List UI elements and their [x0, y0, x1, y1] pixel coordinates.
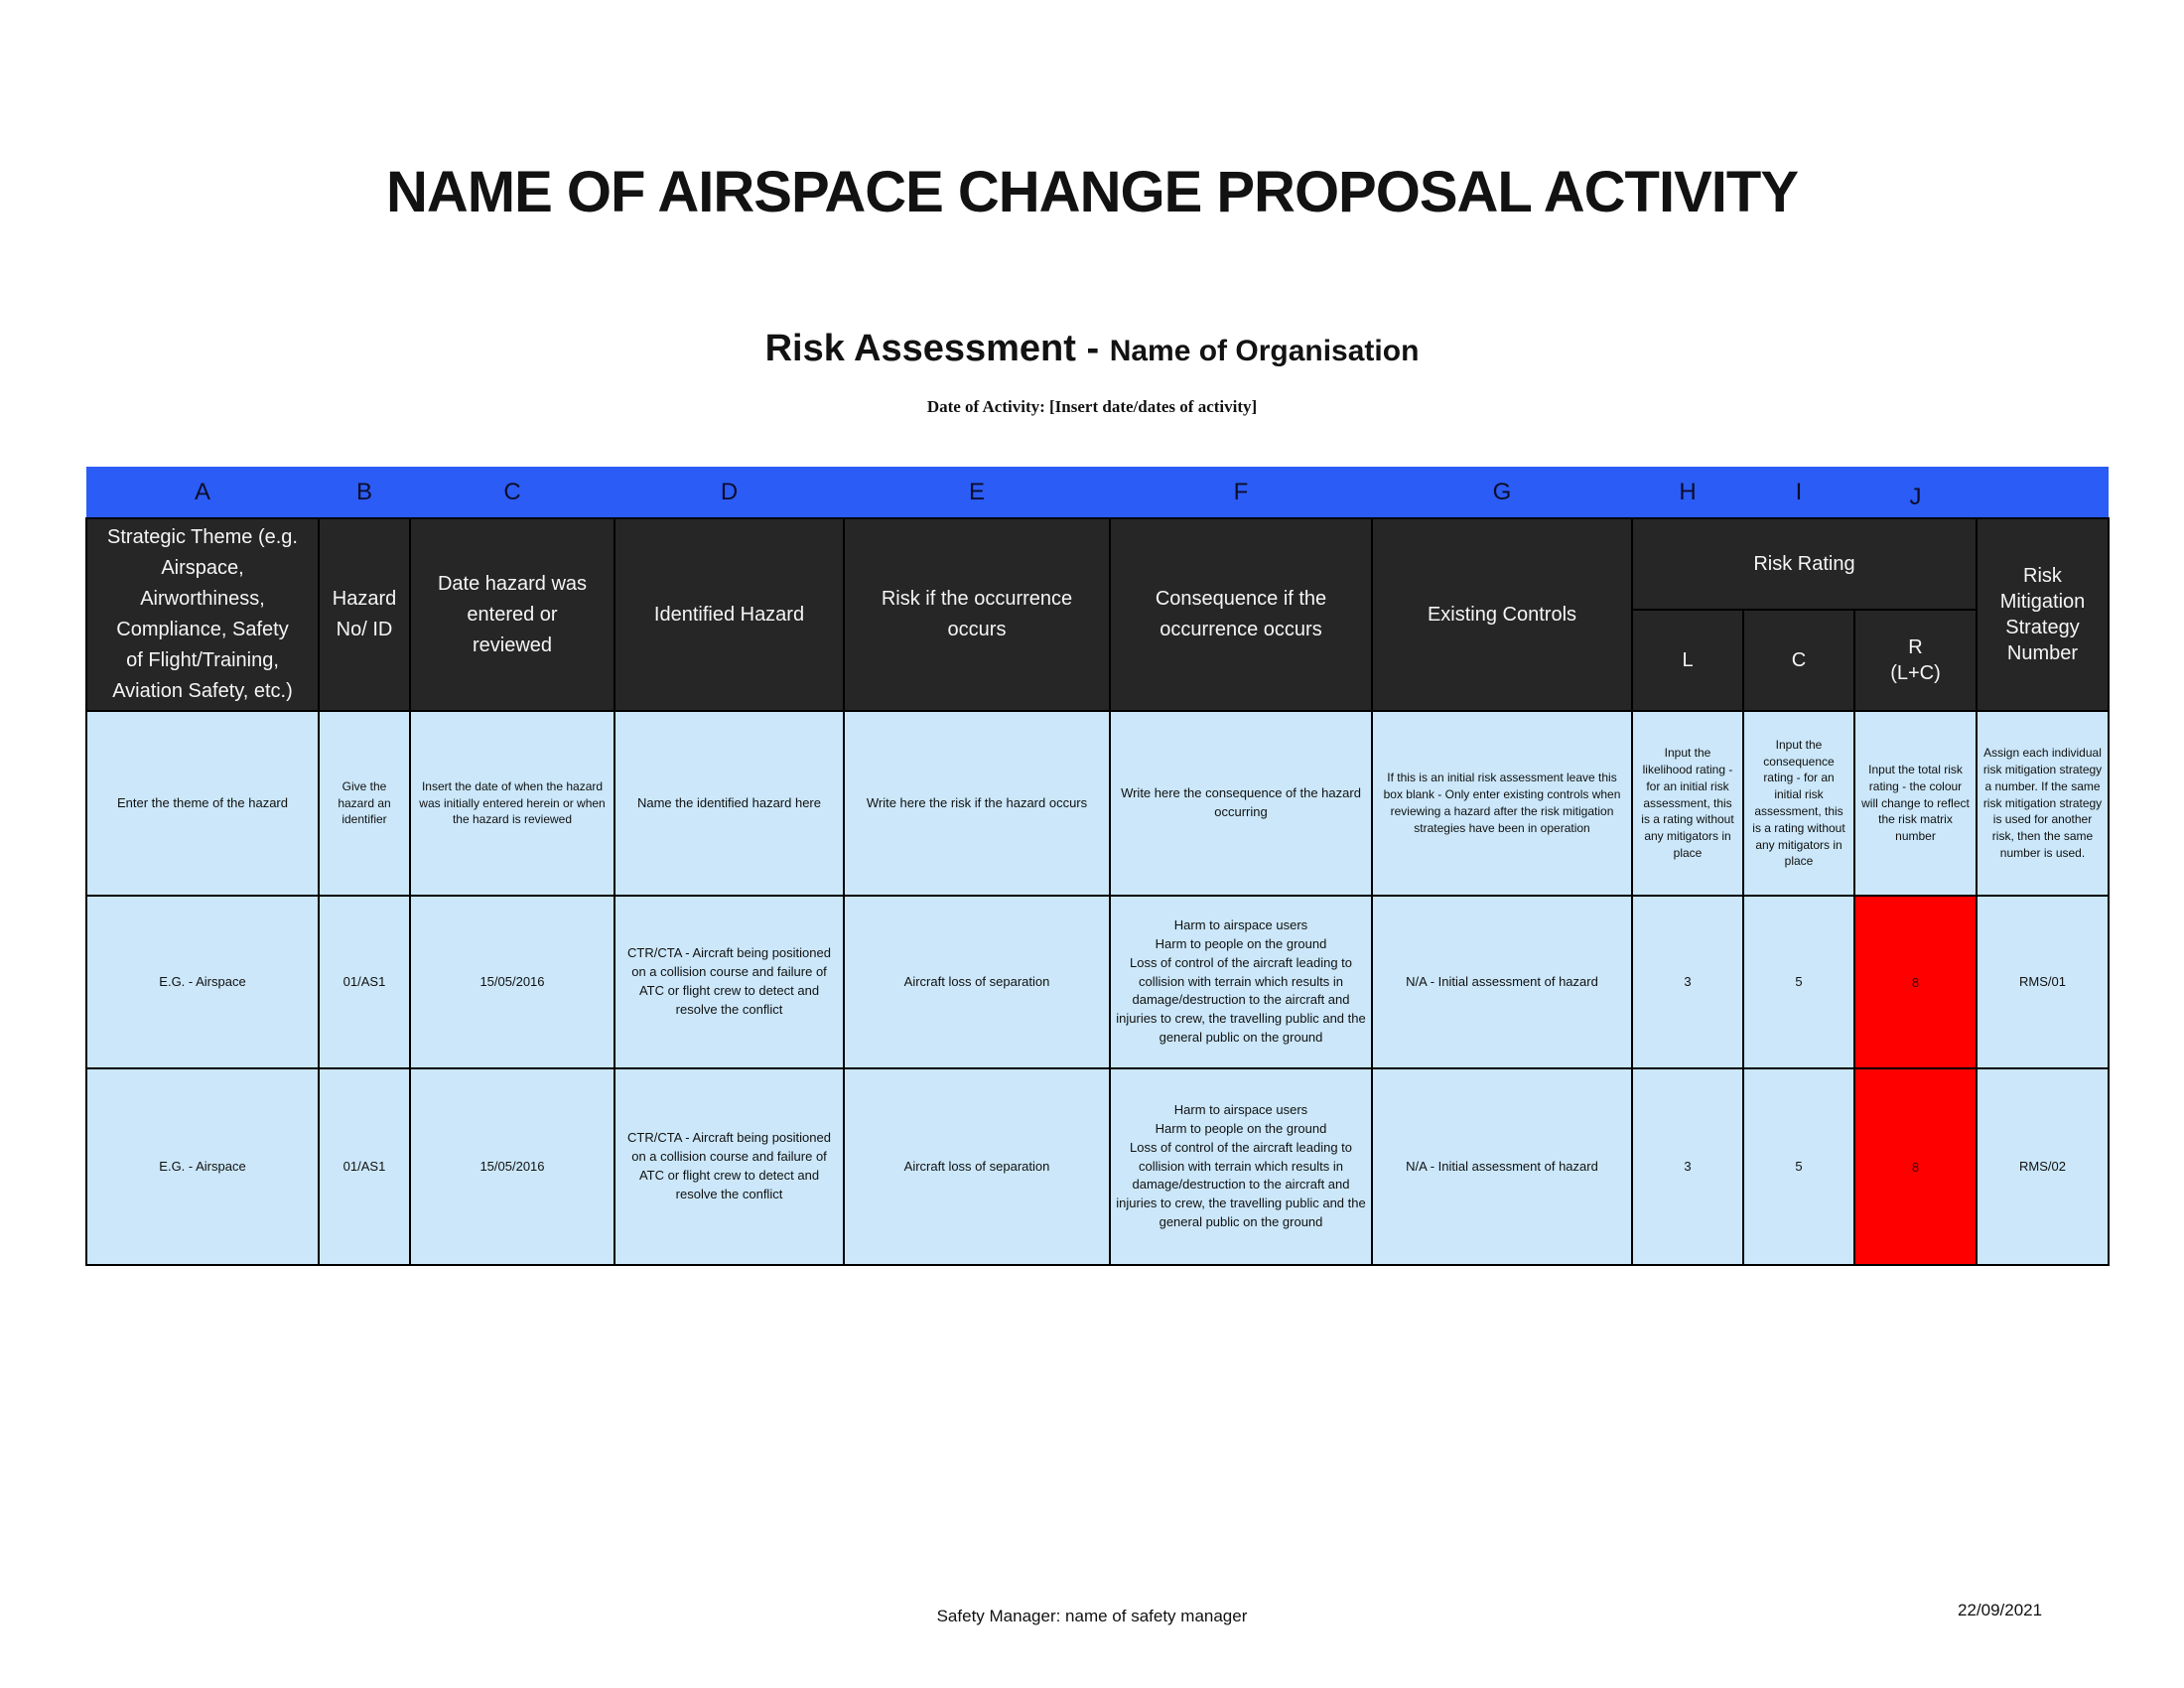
header-hazard-no: Hazard No/ ID: [318, 517, 411, 712]
row1-identified-hazard: CTR/CTA - Aircraft being positioned on a…: [614, 895, 845, 1069]
row2-theme: E.G. - Airspace: [85, 1067, 320, 1266]
column-letter-row: A B C D E F G H I J: [86, 467, 2109, 518]
row2-consequence-occurrence: Harm to airspace users Harm to people on…: [1109, 1067, 1373, 1266]
header-likelihood: L: [1631, 609, 1744, 712]
table-row: E.G. - Airspace 01/AS1 15/05/2016 CTR/CT…: [85, 895, 2110, 1069]
instruction-consequence-occurrence: Write here the consequence of the hazard…: [1109, 710, 1373, 897]
column-letter-c: C: [410, 467, 614, 518]
subtitle-organisation: Name of Organisation: [1109, 335, 1420, 367]
column-letter-e: E: [844, 467, 1110, 518]
header-identified-hazard: Identified Hazard: [614, 517, 845, 712]
instruction-date-entered: Insert the date of when the hazard was i…: [409, 710, 615, 897]
header-risk-rating: Risk Rating: [1631, 517, 1978, 611]
row1-date-entered: 15/05/2016: [409, 895, 615, 1069]
instruction-existing-controls: If this is an initial risk assessment le…: [1371, 710, 1633, 897]
header-consequence-rating: C: [1742, 609, 1855, 712]
instruction-risk-occurrence: Write here the risk if the hazard occurs: [843, 710, 1111, 897]
row1-consequence-occurrence: Harm to airspace users Harm to people on…: [1109, 895, 1373, 1069]
instruction-row: Enter the theme of the hazard Give the h…: [85, 710, 2110, 897]
row1-risk-occurrence: Aircraft loss of separation: [843, 895, 1111, 1069]
row2-identified-hazard: CTR/CTA - Aircraft being positioned on a…: [614, 1067, 845, 1266]
row2-date-entered: 15/05/2016: [409, 1067, 615, 1266]
instruction-consequence: Input the consequence rating - for an in…: [1742, 710, 1855, 897]
row1-risk-mitigation: RMS/01: [1976, 895, 2110, 1069]
page-title: NAME OF AIRSPACE CHANGE PROPOSAL ACTIVIT…: [386, 160, 1799, 224]
header-consequence-occurrence: Consequence if the occurrence occurs: [1109, 517, 1373, 712]
column-letter-b: B: [319, 467, 410, 518]
table-row: E.G. - Airspace 01/AS1 15/05/2016 CTR/CT…: [85, 1067, 2110, 1266]
row2-risk-mitigation: RMS/02: [1976, 1067, 2110, 1266]
row2-hazard-no: 01/AS1: [318, 1067, 411, 1266]
safety-manager-footer: Safety Manager: name of safety manager: [936, 1607, 1248, 1625]
header-existing-controls: Existing Controls: [1371, 517, 1633, 712]
header-row-sub: L C R (L+C): [86, 609, 2109, 712]
column-letter-i: I: [1743, 467, 1854, 518]
row1-hazard-no: 01/AS1: [318, 895, 411, 1069]
header-total-rating: R (L+C): [1853, 609, 1978, 712]
risk-assessment-table: A B C D E F G H I J Strategic Theme (e.g…: [85, 467, 2110, 1266]
row2-existing-controls: N/A - Initial assessment of hazard: [1371, 1067, 1633, 1266]
header-risk-occurrence: Risk if the occurrence occurs: [843, 517, 1111, 712]
header-date-entered: Date hazard was entered or reviewed: [409, 517, 615, 712]
row1-consequence: 5: [1742, 895, 1855, 1069]
instruction-hazard-no: Give the hazard an identifier: [318, 710, 411, 897]
row2-risk-occurrence: Aircraft loss of separation: [843, 1067, 1111, 1266]
instruction-identified-hazard: Name the identified hazard here: [614, 710, 845, 897]
row2-consequence: 5: [1742, 1067, 1855, 1266]
row2-likelihood: 3: [1631, 1067, 1744, 1266]
instruction-risk-mitigation: Assign each individual risk mitigation s…: [1976, 710, 2110, 897]
row1-total-risk-rating: 8: [1853, 895, 1978, 1069]
column-letter-g: G: [1372, 467, 1632, 518]
column-letter-j: J: [1854, 467, 1977, 518]
footer-date: 22/09/2021: [1958, 1601, 2043, 1619]
column-letter-h: H: [1632, 467, 1743, 518]
instruction-total: Input the total risk rating - the colour…: [1853, 710, 1978, 897]
row2-total-risk-rating: 8: [1853, 1067, 1978, 1266]
header-strategic-theme: Strategic Theme (e.g. Airspace, Airworth…: [85, 517, 320, 712]
column-letter-d: D: [614, 467, 844, 518]
header-row-top: Strategic Theme (e.g. Airspace, Airworth…: [85, 517, 2110, 712]
row1-theme: E.G. - Airspace: [85, 895, 320, 1069]
instruction-theme: Enter the theme of the hazard: [85, 710, 320, 897]
page-subtitle: Risk Assessment - Name of Organisation: [0, 328, 2184, 370]
subtitle-main: Risk Assessment -: [764, 328, 1110, 369]
row1-existing-controls: N/A - Initial assessment of hazard: [1371, 895, 1633, 1069]
header-risk-mitigation: Risk Mitigation Strategy Number: [1976, 517, 2110, 712]
column-letter-a: A: [86, 467, 319, 518]
column-letter-f: F: [1110, 467, 1372, 518]
row1-likelihood: 3: [1631, 895, 1744, 1069]
column-letter-blank: [1977, 467, 2109, 518]
date-of-activity: Date of Activity: [Insert date/dates of …: [926, 397, 1258, 416]
instruction-likelihood: Input the likelihood rating - for an ini…: [1631, 710, 1744, 897]
